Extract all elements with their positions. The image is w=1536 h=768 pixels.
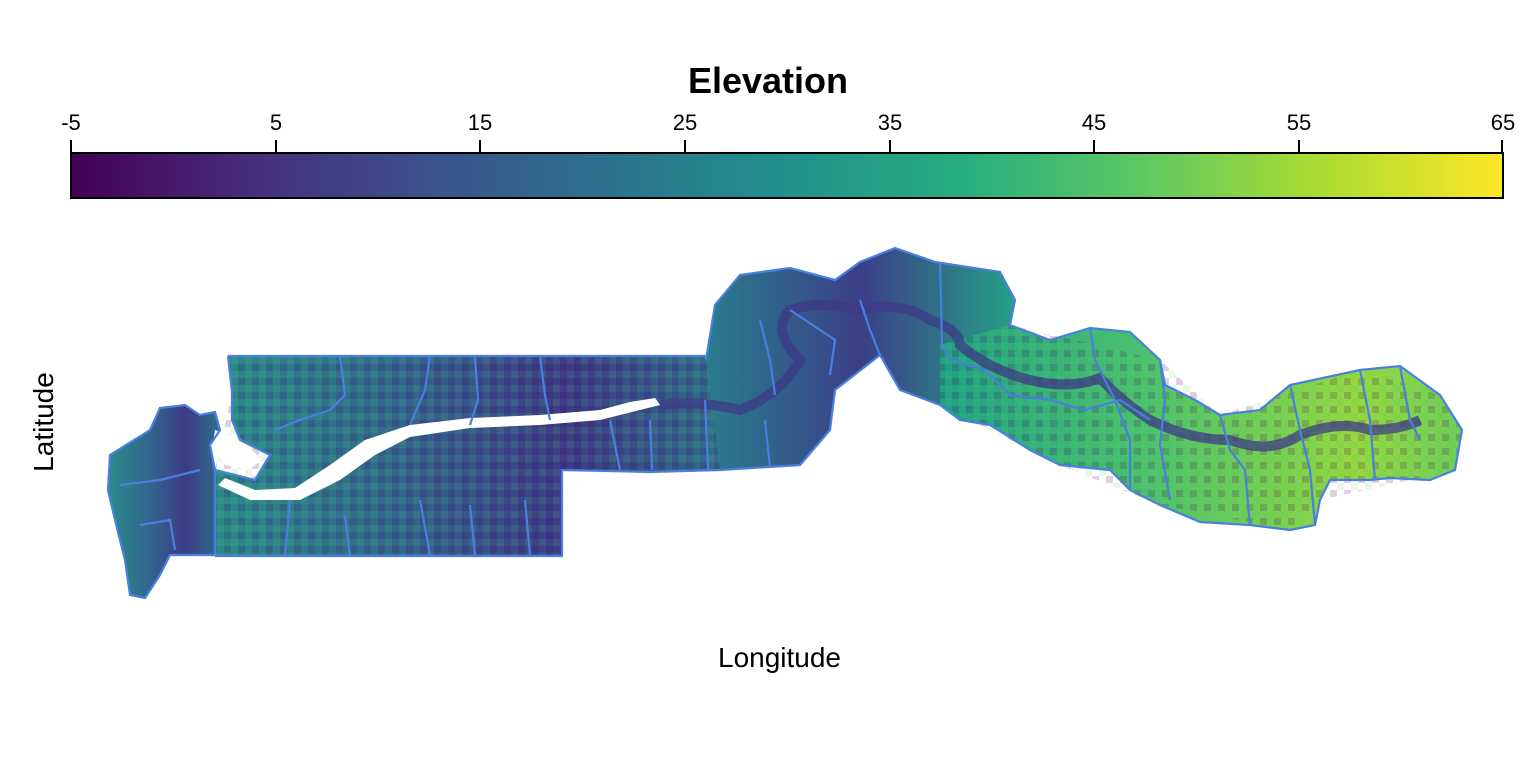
legend-tick-mark (889, 140, 891, 152)
elevation-texture (940, 325, 1462, 530)
elevation-texture (215, 356, 720, 556)
legend-tick-mark (684, 140, 686, 152)
river (218, 398, 660, 500)
legend-tick-label: 55 (1286, 110, 1312, 135)
legend-title: Elevation (687, 60, 849, 101)
legend-tick-label: 45 (1081, 110, 1107, 135)
legend-tick-mark (1298, 140, 1300, 152)
legend-tick-label: 35 (877, 110, 903, 135)
x-axis-label: Longitude (718, 642, 842, 673)
legend-tick-label: 5 (269, 110, 283, 135)
legend-tick-label: -5 (61, 110, 81, 135)
river-mouth (212, 430, 262, 470)
y-axis-label: Latitude (28, 372, 59, 472)
legend-tick-mark (1093, 140, 1095, 152)
legend-tick-mark (479, 140, 481, 152)
district-boundaries (106, 246, 1464, 600)
river-channel (659, 300, 1423, 452)
region-middle (706, 248, 1015, 470)
legend-colorbar (70, 152, 1504, 199)
legend-tick-mark (1501, 140, 1503, 152)
legend-tick-label: 25 (672, 110, 698, 135)
legend-tick-label: 65 (1490, 110, 1516, 135)
legend-tick-mark (70, 140, 72, 152)
legend-tick-mark (275, 140, 277, 152)
region-west-coast (108, 405, 220, 598)
legend-tick-label: 15 (467, 110, 493, 135)
